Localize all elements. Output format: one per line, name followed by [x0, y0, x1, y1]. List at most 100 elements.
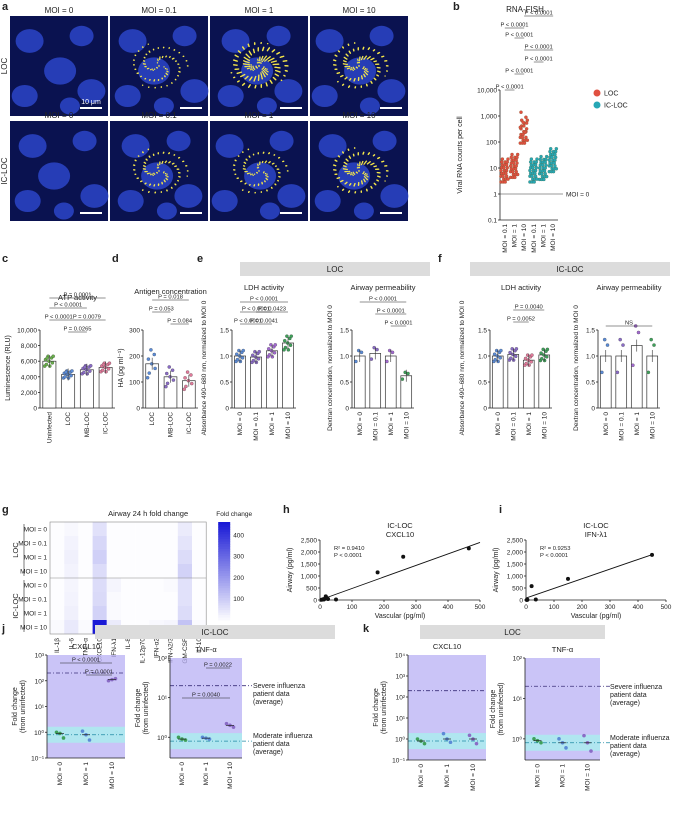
rna-punctum	[367, 153, 369, 156]
d-data-point	[147, 371, 151, 375]
rna-punctum	[245, 170, 247, 173]
rna-punctum	[346, 63, 348, 66]
nucleus	[344, 57, 377, 85]
f2-bar	[630, 345, 643, 409]
f-header-bar	[470, 262, 670, 276]
scale-bar	[380, 212, 402, 214]
rna-punctum	[237, 68, 240, 70]
rna-punctum	[257, 60, 259, 62]
rna-punctum	[258, 65, 260, 67]
rna-punctum	[147, 67, 150, 70]
f1-y-tick-label: 0	[483, 406, 487, 413]
e1-data-point	[267, 347, 271, 351]
rna-punctum	[276, 168, 278, 170]
rna-punctum	[157, 183, 160, 185]
nucleus	[377, 79, 406, 103]
rna-punctum	[177, 74, 179, 77]
heatmap-cell	[78, 592, 93, 606]
rna-punctum	[236, 60, 238, 62]
e1-data-point	[288, 343, 293, 347]
f1-data-point	[511, 358, 516, 362]
rna-punctum	[350, 172, 353, 174]
color-scale-step	[218, 529, 231, 533]
g-column-label: IL-6	[68, 638, 75, 650]
j-severe-label: Severe influenza	[253, 683, 305, 690]
rna-punctum	[258, 74, 260, 76]
k1-y-tick-label: 10⁻¹	[392, 758, 406, 765]
rna-punctum	[358, 61, 361, 64]
rna-punctum	[336, 160, 338, 162]
heatmap-cell	[149, 592, 164, 606]
rna-punctum	[150, 69, 152, 71]
rna-punctum	[266, 42, 269, 45]
rna-punctum	[166, 189, 168, 191]
rna-punctum	[255, 65, 257, 67]
rna-punctum	[250, 54, 253, 56]
g-scale-tick-label: 300	[233, 554, 244, 561]
k1-x-tick-label: MOI = 1	[444, 764, 451, 788]
b-data-point	[505, 165, 509, 170]
b-data-point	[542, 177, 546, 182]
b-data-point	[515, 172, 520, 177]
heatmap-cell	[78, 522, 93, 536]
rna-punctum	[266, 189, 268, 191]
rna-punctum	[273, 154, 275, 156]
e1-pvalue-label: P = 0.0041	[250, 319, 278, 325]
f1-data-point	[527, 363, 531, 367]
e2-title: Airway permeability	[350, 283, 415, 292]
d-x-tick-label: MB-LOC	[168, 412, 175, 438]
rna-punctum	[165, 72, 167, 75]
heatmap-cell	[135, 564, 150, 578]
j1-x-tick-label: MOI = 10	[109, 762, 116, 789]
rna-punctum	[156, 62, 159, 64]
rna-punctum	[243, 73, 246, 76]
b-data-point	[506, 177, 510, 181]
micro-column-label: MOI = 0.1	[141, 111, 177, 120]
g-column-label: IL-10	[196, 638, 203, 653]
d-y-tick-label: 200	[129, 354, 140, 361]
h-x-tick-label: 300	[411, 604, 422, 611]
color-scale-step	[218, 597, 231, 601]
e1-data-point	[285, 334, 289, 338]
rna-punctum	[358, 181, 360, 184]
rna-punctum	[164, 172, 167, 175]
c-pvalue-label: P < 0.0001	[45, 315, 73, 321]
f1-data-point	[496, 359, 500, 364]
g-scale-title: Fold change	[216, 511, 252, 518]
rna-punctum	[357, 165, 359, 167]
rna-punctum	[385, 170, 388, 172]
b-x-tick-label: MOI = 1	[512, 224, 519, 248]
rna-punctum	[349, 157, 352, 159]
rna-punctum	[261, 57, 263, 60]
rna-punctum	[244, 170, 246, 173]
i-stat: R² = 0.9253	[540, 546, 570, 552]
heatmap-cell	[92, 522, 107, 536]
rna-punctum	[269, 79, 271, 82]
k1-y-tick-label: 10⁰	[395, 736, 405, 744]
scale-bar	[80, 212, 102, 214]
rna-punctum	[171, 82, 173, 84]
d-data-point	[170, 368, 175, 372]
rna-punctum	[262, 71, 264, 74]
color-scale-step	[218, 612, 231, 616]
rna-punctum	[259, 57, 261, 59]
k1-data-point	[441, 731, 446, 736]
rna-punctum	[373, 77, 375, 80]
c-data-point	[84, 368, 89, 372]
rna-punctum	[157, 58, 159, 61]
h-x-axis-label: Vascular (pg/ml)	[375, 613, 425, 620]
rna-punctum	[251, 68, 253, 70]
e2-y-tick-label: 0.5	[340, 380, 349, 387]
rna-punctum	[366, 68, 368, 70]
rna-punctum	[354, 191, 357, 193]
micro-column-label: MOI = 1	[245, 111, 274, 120]
rna-punctum	[161, 181, 163, 184]
h-fit-line	[319, 541, 481, 601]
color-scale-step	[218, 605, 231, 609]
color-scale-step	[218, 536, 231, 540]
f1-data-point	[545, 347, 550, 352]
rna-punctum	[250, 69, 252, 71]
rna-punctum	[366, 163, 369, 165]
rna-punctum	[152, 174, 154, 176]
rna-punctum	[353, 42, 356, 44]
